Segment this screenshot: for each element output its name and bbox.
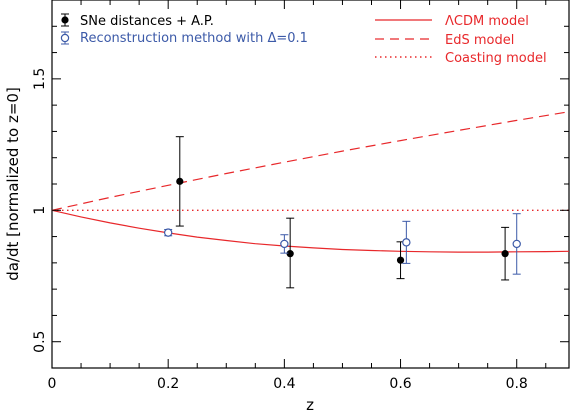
model-lines bbox=[51, 111, 570, 253]
legend-label-lcdm: ΛCDM model bbox=[445, 14, 529, 29]
legend-right: ΛCDM model EdS model Coasting model bbox=[375, 14, 547, 66]
legend-label-coasting: Coasting model bbox=[445, 51, 547, 66]
series-1-point bbox=[512, 213, 521, 275]
series-1-point bbox=[280, 234, 289, 254]
axis-ticks: 0 0.2 0.4 0.6 0.8 0.5 1 1.5 bbox=[32, 0, 569, 392]
series-0-point bbox=[396, 241, 405, 280]
y-tick-label: 1.5 bbox=[32, 68, 48, 90]
series-0-point bbox=[286, 217, 295, 289]
series-line-3 bbox=[51, 111, 570, 211]
series-1-point bbox=[402, 220, 411, 264]
legend-label-sne: SNe distances + A.P. bbox=[80, 14, 214, 29]
y-axis-title: da/dt [normalized to z=0] bbox=[4, 87, 22, 281]
data-point bbox=[512, 239, 521, 249]
series-line-2 bbox=[51, 209, 570, 253]
data-point bbox=[286, 250, 294, 258]
data-point bbox=[163, 228, 173, 237]
x-tick-label: 0 bbox=[48, 376, 57, 392]
legend-marker-reconstruction bbox=[60, 31, 70, 45]
y-tick-label: 1 bbox=[32, 206, 48, 215]
legend-label-reconstruction: Reconstruction method with Δ=0.1 bbox=[80, 31, 308, 46]
data-point bbox=[402, 238, 411, 247]
x-tick-label: 0.2 bbox=[157, 376, 179, 392]
x-tick-label: 0.8 bbox=[506, 376, 528, 392]
series-0-point bbox=[175, 136, 184, 227]
legend-left: SNe distances + A.P. Reconstruction meth… bbox=[60, 13, 308, 46]
x-tick-label: 0.4 bbox=[273, 376, 295, 392]
data-point bbox=[280, 239, 289, 249]
y-tick-label: 0.5 bbox=[32, 331, 48, 353]
legend-marker-sne bbox=[61, 13, 69, 27]
data-point bbox=[396, 256, 405, 264]
data-point bbox=[176, 177, 184, 185]
legend-label-eds: EdS model bbox=[445, 33, 514, 48]
series-0-point bbox=[501, 226, 510, 281]
data-point bbox=[501, 250, 509, 258]
x-axis-title: z bbox=[306, 396, 314, 414]
series-1-point bbox=[163, 228, 173, 237]
data-points bbox=[163, 136, 521, 289]
x-tick-label: 0.6 bbox=[389, 376, 411, 392]
